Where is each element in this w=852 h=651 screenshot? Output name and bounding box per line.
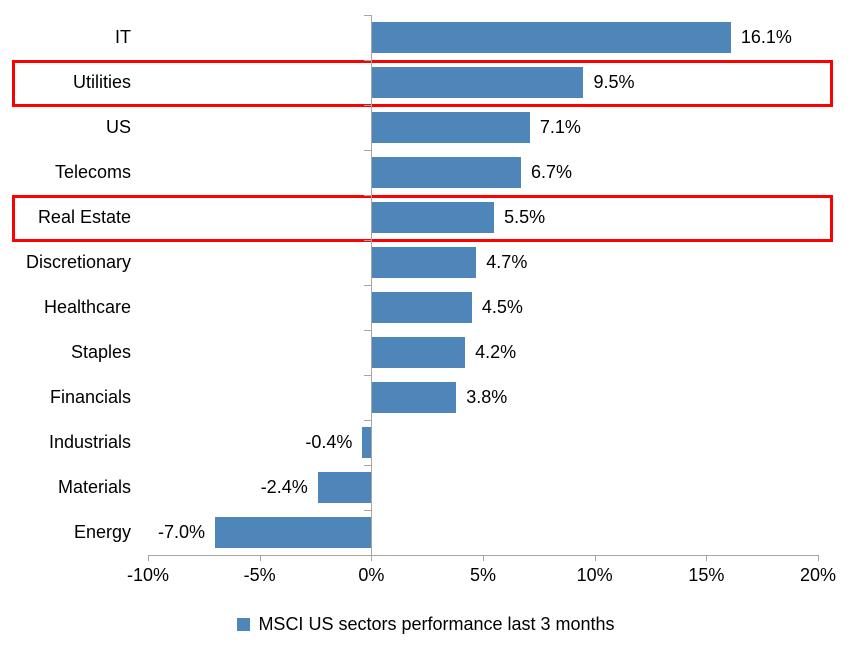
bar-healthcare (371, 292, 472, 323)
x-axis-tick (595, 555, 596, 561)
value-label-real-estate: 5.5% (504, 207, 546, 227)
bar-real-estate (371, 202, 495, 233)
bar-utilities (371, 67, 584, 98)
legend-label: MSCI US sectors performance last 3 month… (258, 613, 615, 634)
value-label-telecoms: 6.7% (530, 162, 572, 182)
category-label-healthcare: Healthcare (43, 297, 131, 317)
x-axis-tick (148, 555, 149, 561)
category-tick (364, 510, 371, 511)
category-label-staples: Staples (70, 342, 131, 362)
bar-it (371, 22, 731, 53)
category-label-utilities: Utilities (72, 72, 131, 92)
category-tick (364, 240, 371, 241)
bar-materials (317, 472, 372, 503)
category-tick (364, 15, 371, 16)
bar-financials (371, 382, 457, 413)
category-tick (364, 375, 371, 376)
category-label-it: IT (115, 27, 131, 47)
value-label-materials: -2.4% (260, 477, 308, 497)
category-label-materials: Materials (57, 477, 131, 497)
x-axis-tick-label: -5% (243, 565, 276, 585)
legend: MSCI US sectors performance last 3 month… (0, 611, 852, 637)
x-axis-tick (260, 555, 261, 561)
category-label-real-estate: Real Estate (37, 207, 131, 227)
x-axis-tick-label: 15% (688, 565, 725, 585)
value-label-utilities: 9.5% (593, 72, 635, 92)
value-label-healthcare: 4.5% (481, 297, 523, 317)
bar-us (371, 112, 530, 143)
y-axis-line (371, 15, 372, 555)
highlight-box-real-estate (12, 195, 833, 242)
value-label-industrials: -0.4% (305, 432, 353, 452)
bar-discretionary (371, 247, 477, 278)
category-tick (364, 195, 371, 196)
category-tick (364, 150, 371, 151)
value-label-staples: 4.2% (475, 342, 517, 362)
x-axis-tick (483, 555, 484, 561)
x-axis-tick-label: 0% (358, 565, 385, 585)
category-tick (364, 420, 371, 421)
category-tick (364, 105, 371, 106)
category-label-telecoms: Telecoms (54, 162, 131, 182)
value-label-financials: 3.8% (466, 387, 508, 407)
category-tick (364, 465, 371, 466)
value-label-discretionary: 4.7% (486, 252, 528, 272)
category-label-energy: Energy (73, 522, 131, 542)
category-tick (364, 60, 371, 61)
x-axis-tick-label: 5% (469, 565, 496, 585)
x-axis-tick-label: 20% (799, 565, 837, 585)
category-tick (364, 330, 371, 331)
value-label-it: 16.1% (740, 27, 792, 47)
x-axis-tick (818, 555, 819, 561)
value-label-us: 7.1% (539, 117, 581, 137)
category-label-discretionary: Discretionary (25, 252, 131, 272)
category-label-industrials: Industrials (48, 432, 131, 452)
bar-telecoms (371, 157, 521, 188)
category-label-financials: Financials (49, 387, 131, 407)
value-label-energy: -7.0% (157, 522, 205, 542)
x-axis-tick (706, 555, 707, 561)
legend-swatch-icon (237, 617, 251, 631)
x-axis-tick-label: 10% (576, 565, 613, 585)
highlight-box-utilities (12, 60, 833, 107)
category-tick (364, 285, 371, 286)
bar-energy (215, 517, 372, 548)
bar-industrials (362, 427, 372, 458)
x-axis-tick (371, 555, 372, 561)
x-axis-tick-label: -10% (126, 565, 170, 585)
bar-staples (371, 337, 466, 368)
category-label-us: US (105, 117, 131, 137)
